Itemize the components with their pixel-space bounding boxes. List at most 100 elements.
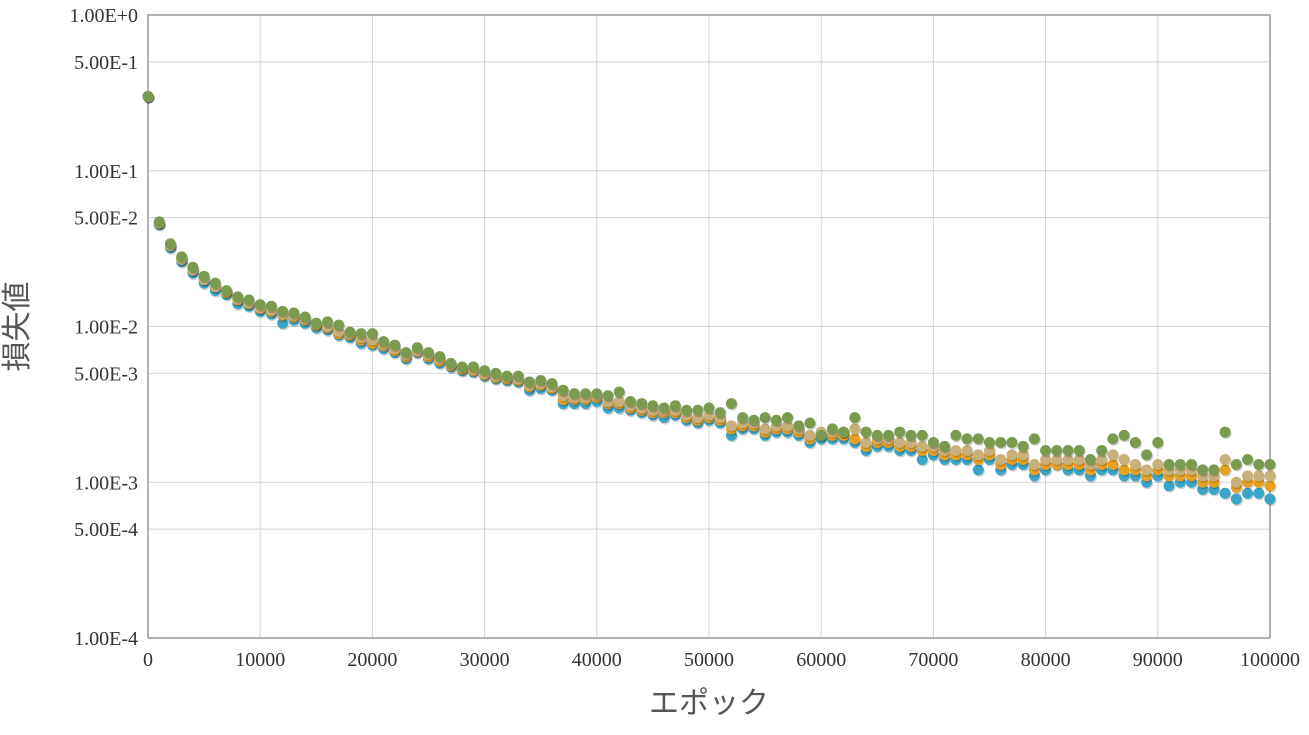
- data-point: [1129, 459, 1141, 471]
- data-point: [1129, 436, 1141, 448]
- data-point: [1073, 444, 1085, 456]
- data-point: [759, 412, 771, 424]
- data-point: [355, 328, 367, 340]
- data-point: [1264, 470, 1276, 482]
- data-point: [434, 351, 446, 363]
- x-tick-label: 80000: [1021, 649, 1071, 671]
- data-point: [265, 300, 277, 312]
- data-point: [501, 370, 513, 382]
- data-point: [714, 407, 726, 419]
- data-point: [883, 429, 895, 441]
- data-point: [254, 299, 266, 311]
- data-point: [164, 238, 176, 250]
- data-point: [1073, 453, 1085, 465]
- data-point: [1107, 433, 1119, 445]
- data-point: [1197, 464, 1209, 476]
- data-point: [209, 277, 221, 289]
- data-point: [1096, 453, 1108, 465]
- data-point: [793, 420, 805, 432]
- data-point: [1084, 453, 1096, 465]
- data-point: [1062, 444, 1074, 456]
- x-tick-label: 60000: [796, 649, 846, 671]
- y-tick-label: 5.00E-1: [74, 52, 138, 74]
- data-point: [927, 436, 939, 448]
- data-point: [972, 449, 984, 461]
- data-point: [916, 440, 928, 452]
- data-point: [232, 291, 244, 303]
- data-point: [972, 464, 984, 476]
- data-point: [860, 426, 872, 438]
- x-tick-label: 90000: [1133, 649, 1183, 671]
- x-tick-label: 50000: [684, 649, 734, 671]
- data-point: [400, 347, 412, 359]
- data-point: [1017, 449, 1029, 461]
- data-point: [366, 328, 378, 340]
- data-point: [277, 317, 289, 329]
- data-point: [782, 420, 794, 432]
- data-point: [995, 436, 1007, 448]
- y-axis-title: 損失値: [0, 282, 35, 372]
- data-point: [1096, 444, 1108, 456]
- data-point: [333, 319, 345, 331]
- data-point: [1051, 453, 1063, 465]
- data-point: [838, 426, 850, 438]
- data-point: [1141, 464, 1153, 476]
- data-point: [916, 429, 928, 441]
- data-point: [636, 398, 648, 410]
- data-point: [860, 436, 872, 448]
- data-point: [703, 402, 715, 414]
- data-point: [725, 420, 737, 432]
- data-point: [770, 414, 782, 426]
- data-point: [535, 375, 547, 387]
- data-point: [1230, 476, 1242, 488]
- x-tick-label: 10000: [235, 649, 285, 671]
- data-point: [1242, 487, 1254, 499]
- data-point: [557, 384, 569, 396]
- data-point: [568, 388, 580, 400]
- data-point: [1040, 453, 1052, 465]
- data-point: [456, 361, 468, 373]
- data-point: [310, 317, 322, 329]
- data-point: [378, 336, 390, 348]
- data-point: [1219, 464, 1231, 476]
- data-point: [512, 370, 524, 382]
- data-point: [344, 326, 356, 338]
- data-point: [804, 429, 816, 441]
- data-point: [142, 90, 154, 102]
- x-tick-label: 40000: [572, 649, 622, 671]
- data-point: [692, 404, 704, 416]
- data-point: [1118, 453, 1130, 465]
- data-point: [299, 311, 311, 323]
- data-point: [445, 357, 457, 369]
- y-tick-label: 1.00E-3: [74, 472, 138, 494]
- data-point: [1242, 470, 1254, 482]
- data-point: [1219, 426, 1231, 438]
- data-point: [658, 402, 670, 414]
- data-point: [288, 307, 300, 319]
- data-point: [950, 444, 962, 456]
- data-point: [1141, 449, 1153, 461]
- y-tick-label: 1.00E-1: [74, 161, 138, 183]
- x-tick-label: 30000: [460, 649, 510, 671]
- data-point: [849, 423, 861, 435]
- data-point: [995, 453, 1007, 465]
- data-point: [1242, 453, 1254, 465]
- x-tick-label: 0: [143, 649, 153, 671]
- data-point: [681, 404, 693, 416]
- data-point: [423, 347, 434, 359]
- data-point: [916, 453, 928, 465]
- data-point: [411, 342, 423, 354]
- data-point: [624, 395, 636, 407]
- data-point: [277, 305, 289, 317]
- data-point: [1017, 440, 1029, 452]
- data-point: [1040, 444, 1052, 456]
- data-point: [176, 251, 188, 263]
- data-point: [153, 216, 165, 228]
- data-point: [1051, 444, 1063, 456]
- data-point: [984, 436, 995, 448]
- data-point: [669, 400, 681, 412]
- series-4: [142, 90, 1277, 477]
- data-point: [591, 388, 603, 400]
- data-point: [467, 361, 479, 373]
